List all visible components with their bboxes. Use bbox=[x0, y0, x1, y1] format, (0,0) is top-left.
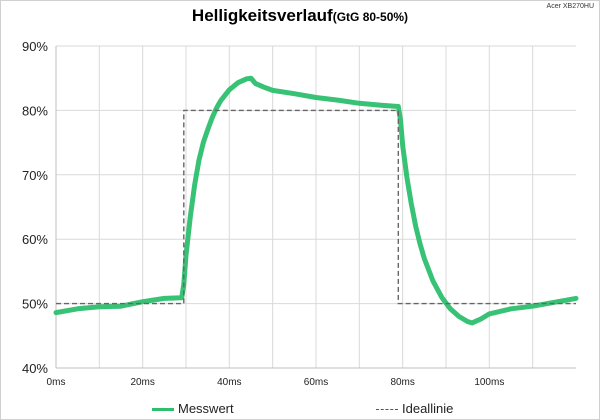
series-ideal-line bbox=[56, 109, 576, 305]
legend-swatch-ideal bbox=[376, 409, 398, 411]
x-tick-label: 80ms bbox=[390, 377, 414, 388]
y-tick-label: 90% bbox=[22, 39, 48, 54]
y-tick-label: 60% bbox=[22, 232, 48, 247]
x-tick-label: 100ms bbox=[474, 377, 504, 388]
x-tick-label: 40ms bbox=[217, 377, 241, 388]
y-tick-label: 70% bbox=[22, 168, 48, 183]
x-tick-label: 20ms bbox=[130, 377, 154, 388]
x-tick-label: 60ms bbox=[304, 377, 328, 388]
legend-item-measured: Messwert bbox=[152, 401, 234, 416]
y-tick-label: 80% bbox=[22, 103, 48, 118]
legend-label-ideal: Ideallinie bbox=[402, 401, 454, 416]
series-measured-line bbox=[53, 75, 579, 326]
title-subtitle: (GtG 80-50%) bbox=[332, 10, 409, 24]
model-label: Acer XB270HU bbox=[546, 3, 594, 10]
legend-label-measured: Messwert bbox=[178, 401, 234, 416]
legend-item-ideal: Ideallinie bbox=[376, 401, 453, 416]
chart-legend: Messwert Ideallinie bbox=[0, 398, 600, 418]
y-tick-label: 40% bbox=[22, 361, 48, 376]
title-main: Helligkeitsverlauf bbox=[191, 6, 333, 25]
legend-swatch-measured bbox=[152, 408, 174, 412]
chart-title: Helligkeitsverlauf(GtG 80-50%) bbox=[0, 6, 600, 26]
x-tick-label: 0ms bbox=[47, 377, 66, 388]
y-tick-label: 50% bbox=[22, 297, 48, 312]
